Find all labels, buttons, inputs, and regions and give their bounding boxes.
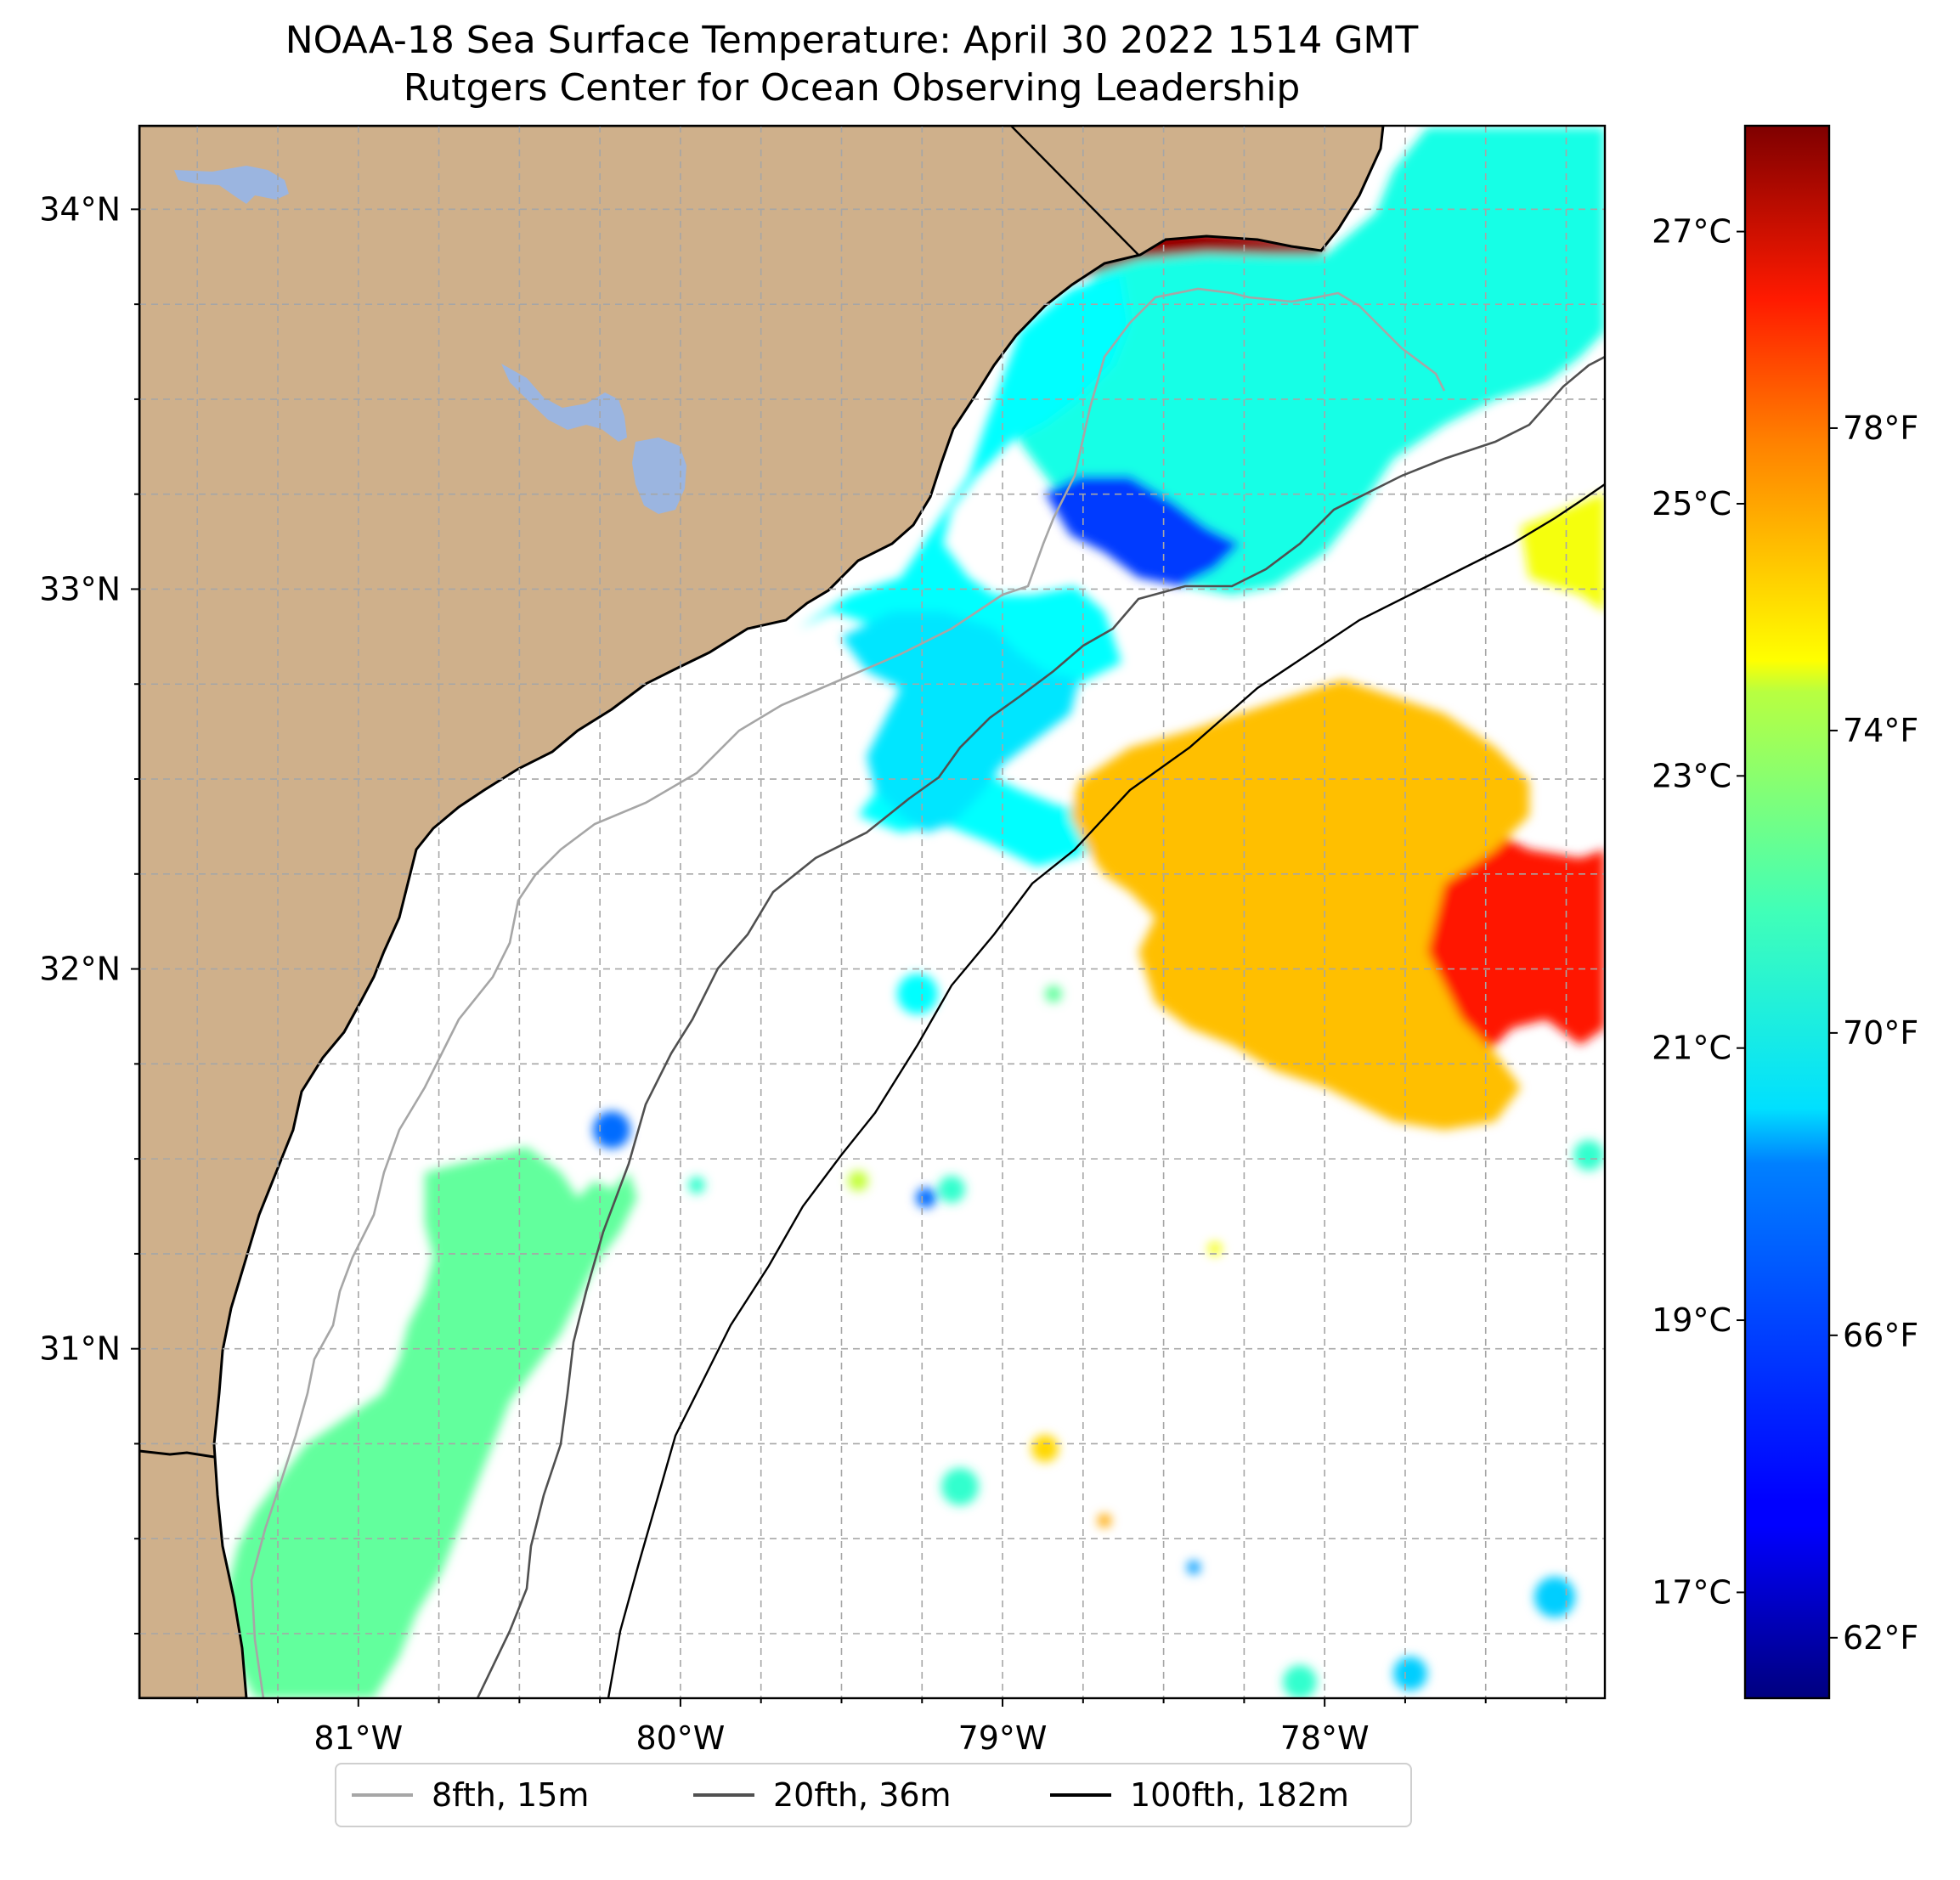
sst-speck	[1393, 1657, 1427, 1691]
legend-line-100fth	[1050, 1793, 1111, 1797]
sst-patch-east-warm-filament	[1521, 493, 1605, 612]
sst-speck	[1208, 1242, 1222, 1256]
legend-item-8fth: 8fth, 15m	[352, 1764, 589, 1826]
map-title: NOAA-18 Sea Surface Temperature: April 3…	[285, 19, 1419, 62]
contour-8fth	[250, 287, 1446, 1698]
sst-patch-cape-fear-nearshore	[799, 272, 1130, 867]
state-boundary-south	[139, 1449, 215, 1459]
sst-speck	[1031, 1435, 1059, 1462]
sst-speck	[1283, 1665, 1317, 1698]
legend-line-20fth	[693, 1793, 754, 1797]
sst-speck	[1187, 1561, 1200, 1574]
lake-moultrie	[632, 438, 686, 514]
legend-label-100fth: 100fth, 182m	[1130, 1776, 1349, 1814]
gridlines	[139, 126, 1605, 1698]
sst-speck	[1573, 1140, 1604, 1171]
lon-label: 78°W	[1280, 1719, 1370, 1757]
sst-patch-cold-pocket	[1045, 476, 1240, 586]
celsius-label: 17°C	[1652, 1573, 1731, 1611]
celsius-label: 25°C	[1652, 485, 1731, 522]
sst-data-layer	[225, 127, 1605, 1698]
colorbar-celsius-labels: 27°C 25°C 23°C 21°C 19°C 17°C	[1652, 213, 1745, 1611]
celsius-label: 23°C	[1652, 757, 1731, 794]
longitude-labels: 81°W 80°W 79°W 78°W	[313, 1719, 1369, 1757]
sst-speck	[848, 1171, 868, 1191]
lake-marion	[501, 364, 627, 442]
sst-patch-gulf-stream-edge	[1070, 680, 1529, 1130]
contour-100fth	[607, 483, 1605, 1698]
celsius-label: 27°C	[1652, 213, 1731, 251]
sst-speck	[593, 1111, 630, 1149]
state-boundary	[1010, 126, 1139, 256]
legend-item-100fth: 100fth, 182m	[1050, 1764, 1349, 1826]
lakes	[174, 166, 686, 514]
sst-speck	[1534, 1577, 1575, 1617]
lon-label: 81°W	[313, 1719, 403, 1757]
legend-label-8fth: 8fth, 15m	[432, 1776, 590, 1814]
colorbar-fahrenheit-labels: 78°F 74°F 70°F 66°F 62°F	[1829, 409, 1918, 1657]
bathymetry-contours	[250, 287, 1605, 1698]
sst-speck	[897, 974, 938, 1014]
lon-label: 79°W	[958, 1719, 1048, 1757]
sst-speck	[1045, 985, 1062, 1002]
lon-label: 80°W	[635, 1719, 725, 1757]
lat-label: 31°N	[39, 1330, 121, 1368]
lat-label: 34°N	[39, 190, 121, 228]
celsius-label: 21°C	[1652, 1030, 1731, 1067]
sst-speck	[938, 1176, 965, 1203]
sst-speck	[1098, 1514, 1111, 1527]
sst-patch-north-shelf	[1020, 127, 1605, 595]
latitude-labels: 34°N 33°N 32°N 31°N	[39, 190, 121, 1367]
axis-ticks	[131, 208, 1567, 1707]
fahrenheit-label: 66°F	[1843, 1317, 1918, 1354]
fahrenheit-label: 62°F	[1843, 1619, 1918, 1657]
sst-speck	[941, 1468, 979, 1505]
sst-patch-mid-shelf	[841, 612, 1079, 833]
contour-legend: 8fth, 15m 20fth, 36m 100fth, 182m	[335, 1763, 1412, 1827]
legend-label-20fth: 20fth, 36m	[773, 1776, 952, 1814]
colorbar	[1743, 124, 1831, 1700]
fahrenheit-label: 70°F	[1843, 1014, 1918, 1052]
sst-patch-georgia-shelf	[225, 1147, 637, 1698]
lat-label: 33°N	[39, 570, 121, 607]
map-subtitle: Rutgers Center for Ocean Observing Leade…	[403, 66, 1301, 110]
sst-speck	[916, 1188, 936, 1208]
contour-20fth	[476, 355, 1605, 1698]
reservoir-north	[174, 166, 289, 204]
land-mass	[139, 126, 1385, 1698]
lat-label: 32°N	[39, 951, 121, 988]
legend-item-20fth: 20fth, 36m	[693, 1764, 952, 1826]
fahrenheit-label: 74°F	[1843, 712, 1918, 749]
sst-speck	[688, 1177, 705, 1194]
map-panel	[139, 126, 1605, 1698]
map-frame	[138, 124, 1607, 1700]
legend-line-8fth	[352, 1793, 413, 1797]
fahrenheit-label: 78°F	[1843, 409, 1918, 447]
celsius-label: 19°C	[1652, 1301, 1731, 1339]
